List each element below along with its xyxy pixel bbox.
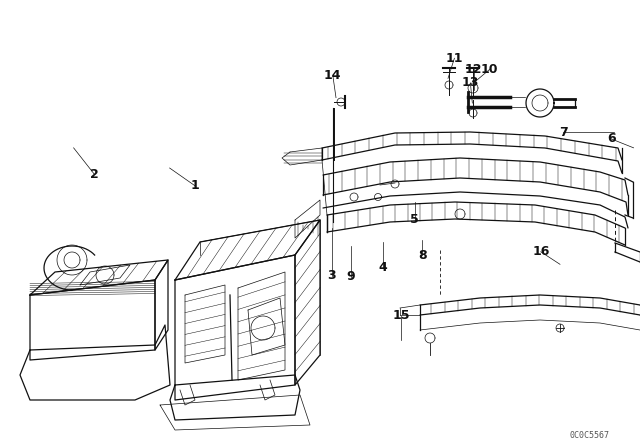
Text: 5: 5	[410, 213, 419, 226]
Text: 8: 8	[418, 249, 427, 262]
Text: 15: 15	[392, 309, 410, 323]
Text: 11: 11	[445, 52, 463, 65]
Text: 9: 9	[346, 270, 355, 284]
Text: 7: 7	[559, 125, 568, 139]
Text: 16: 16	[532, 245, 550, 258]
Text: 4: 4	[378, 261, 387, 275]
Text: 10: 10	[481, 63, 499, 76]
Text: 0C0C5567: 0C0C5567	[570, 431, 610, 440]
Text: 13: 13	[461, 76, 479, 90]
Text: 12: 12	[465, 63, 483, 76]
Text: 3: 3	[327, 269, 336, 282]
Text: 6: 6	[607, 132, 616, 146]
Text: 1: 1	[191, 179, 200, 193]
Text: 14: 14	[324, 69, 342, 82]
Text: 2: 2	[90, 168, 99, 181]
